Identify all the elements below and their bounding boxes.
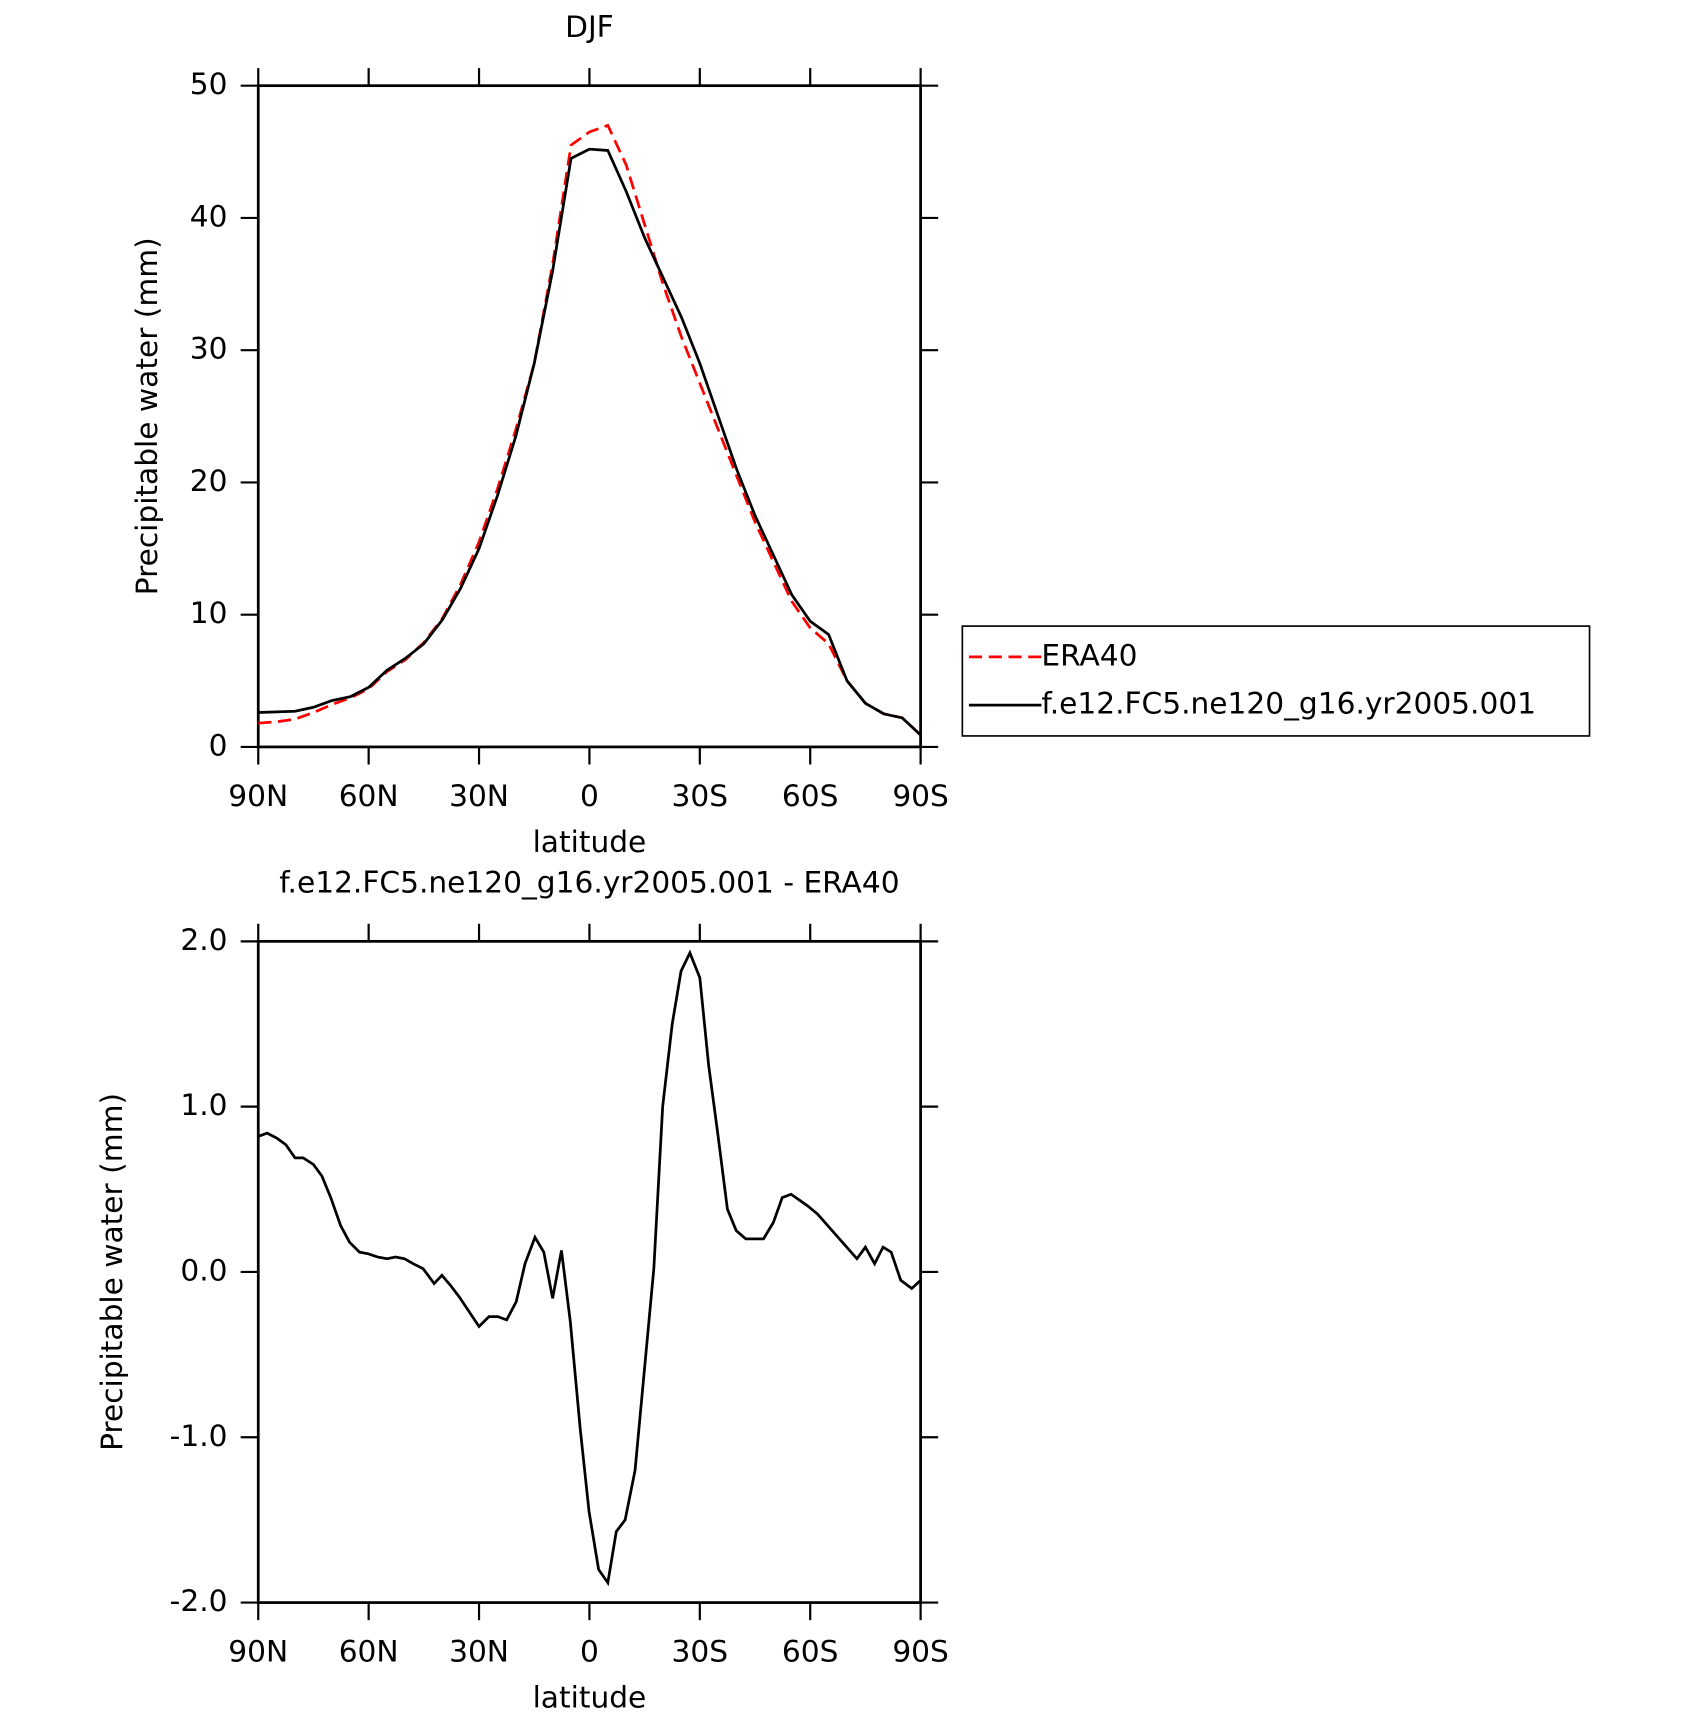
data-line <box>258 123 922 737</box>
y-tick-label: 0 <box>209 727 228 762</box>
x-axis-label: latitude <box>533 824 647 859</box>
chart-title: f.e12.FC5.ne120_g16.yr2005.001 - ERA40 <box>279 865 899 900</box>
x-tick-label: 30N <box>449 778 509 813</box>
y-axis-label: Precipitable water (mm) <box>94 1093 129 1451</box>
x-tick-label: 90N <box>228 778 288 813</box>
y-tick-label: -2.0 <box>170 1583 228 1618</box>
x-tick-label: 90N <box>228 1634 288 1669</box>
y-tick-label: 40 <box>190 198 228 233</box>
x-tick-label: 30S <box>672 1634 729 1669</box>
legend-label: ERA40 <box>1041 637 1137 672</box>
y-tick-label: 2.0 <box>180 922 227 957</box>
data-line <box>258 147 922 737</box>
y-tick-label: 1.0 <box>180 1087 227 1122</box>
x-tick-label: 90S <box>892 778 949 813</box>
plot-frame <box>256 939 922 1604</box>
x-tick-label: 90S <box>892 1634 949 1669</box>
y-axis-label: Precipitable water (mm) <box>129 237 164 595</box>
chart-title: DJF <box>565 9 614 44</box>
x-tick-label: 60N <box>339 1634 399 1669</box>
x-tick-label: 0 <box>580 1634 599 1669</box>
y-tick-label: 20 <box>190 463 228 498</box>
x-tick-label: 60S <box>782 778 839 813</box>
x-tick-label: 30N <box>449 1634 509 1669</box>
y-tick-label: 30 <box>190 331 228 366</box>
y-tick-label: 10 <box>190 595 228 630</box>
y-tick-label: 50 <box>190 66 228 101</box>
x-tick-label: 0 <box>580 778 599 813</box>
x-tick-label: 60S <box>782 1634 839 1669</box>
x-axis-label: latitude <box>533 1680 647 1715</box>
data-line <box>257 949 922 1587</box>
x-tick-label: 60N <box>339 778 399 813</box>
x-tick-label: 30S <box>672 778 729 813</box>
legend-box <box>961 625 1591 737</box>
legend-label: f.e12.FC5.ne120_g16.yr2005.001 <box>1041 686 1536 721</box>
y-tick-label: -1.0 <box>170 1418 228 1453</box>
y-tick-label: 0.0 <box>180 1252 227 1287</box>
plot-frame <box>256 84 922 749</box>
